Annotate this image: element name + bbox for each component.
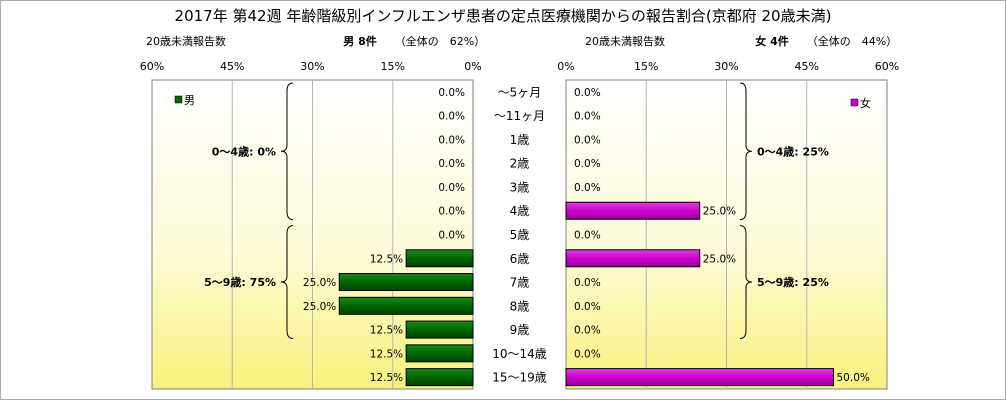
female-data-label: 0.0% bbox=[574, 87, 601, 99]
male-data-label: 0.0% bbox=[438, 87, 465, 99]
female-bar bbox=[565, 368, 834, 387]
male-data-label: 0.0% bbox=[438, 230, 465, 242]
male-bar bbox=[405, 368, 474, 387]
right-caption: 20歳未満報告数 bbox=[585, 35, 665, 48]
left-share: （全体の 62%） bbox=[395, 34, 485, 48]
axis-tick-label: 45% bbox=[220, 60, 244, 73]
axis-tick-label: 60% bbox=[140, 60, 164, 73]
male-data-label: 12.5% bbox=[370, 253, 403, 265]
male-data-label: 12.5% bbox=[370, 348, 403, 360]
legend-female-swatch bbox=[850, 98, 859, 107]
category-label: ～5ヶ月 bbox=[498, 85, 542, 99]
male-data-label: 0.0% bbox=[438, 134, 465, 146]
male-group-annotation: 0～4歳: 0% bbox=[212, 144, 276, 158]
right-share: （全体の 44%） bbox=[807, 34, 897, 48]
axis-tick-label: 15% bbox=[381, 60, 405, 73]
axis-tick-label: 0% bbox=[557, 60, 574, 73]
male-bar bbox=[405, 249, 474, 268]
axis-tick-layer: 60% 45% 30% 15% 0% 0% 15% 30% 45% 60% bbox=[140, 60, 899, 73]
chart-title: 2017年 第42週 年齢階級別インフルエンザ患者の定点医療機関からの報告割合(… bbox=[175, 7, 832, 25]
category-label: 8歳 bbox=[510, 299, 530, 313]
legend-male-label: 男 bbox=[184, 94, 195, 107]
bracket bbox=[739, 82, 753, 221]
category-label-layer: ～5ヶ月 ～11ヶ月 1歳 2歳 3歳 4歳 5歳 6歳 7歳 8歳 9歳 10～14歳 15～19歳 bbox=[492, 85, 547, 384]
female-data-label: 0.0% bbox=[574, 277, 601, 289]
annotation-layer: 0～4歳: 0% 5～9歳: 75% 0～4歳: 25% 5～9歳: 25% bbox=[204, 82, 829, 339]
category-label: 5歳 bbox=[510, 228, 530, 242]
male-group-annotation: 5～9歳: 75% bbox=[204, 275, 276, 289]
female-data-label: 0.0% bbox=[574, 134, 601, 146]
female-data-label: 0.0% bbox=[574, 325, 601, 337]
right-summary: 女 4件 bbox=[755, 34, 788, 48]
bracket bbox=[280, 225, 294, 339]
female-group-annotation: 0～4歳: 25% bbox=[757, 144, 829, 158]
category-label: 1歳 bbox=[510, 133, 530, 147]
category-label: 3歳 bbox=[510, 180, 530, 194]
female-data-label: 0.0% bbox=[574, 301, 601, 313]
male-data-label: 12.5% bbox=[370, 325, 403, 337]
male-data-label: 12.5% bbox=[370, 372, 403, 384]
female-data-label: 0.0% bbox=[574, 182, 601, 194]
axis-tick-label: 60% bbox=[875, 60, 899, 73]
category-label: 6歳 bbox=[510, 252, 530, 266]
category-label: 4歳 bbox=[510, 204, 530, 218]
male-data-label: 25.0% bbox=[303, 301, 336, 313]
legend-male-swatch bbox=[174, 95, 183, 104]
female-data-label: 0.0% bbox=[574, 348, 601, 360]
left-caption: 20歳未満報告数 bbox=[146, 35, 226, 48]
category-label: 15～19歳 bbox=[492, 371, 547, 385]
female-data-label: 0.0% bbox=[574, 111, 601, 123]
bar-layer bbox=[338, 201, 834, 387]
female-data-label: 25.0% bbox=[703, 206, 736, 218]
category-label: ～11ヶ月 bbox=[494, 109, 545, 123]
legend-female-label: 女 bbox=[860, 96, 871, 110]
category-label: 2歳 bbox=[510, 157, 530, 171]
axis-tick-label: 30% bbox=[714, 60, 738, 73]
male-data-label: 25.0% bbox=[303, 277, 336, 289]
axis-tick-label: 30% bbox=[300, 60, 324, 73]
axis-tick-label: 45% bbox=[795, 60, 819, 73]
category-label: 7歳 bbox=[510, 276, 530, 290]
female-group-annotation: 5～9歳: 25% bbox=[757, 275, 829, 289]
male-data-label: 0.0% bbox=[438, 158, 465, 170]
bracket bbox=[739, 225, 753, 339]
axis-tick-label: 15% bbox=[634, 60, 658, 73]
male-data-label: 0.0% bbox=[438, 206, 465, 218]
male-bar bbox=[405, 344, 474, 363]
female-data-label: 0.0% bbox=[574, 158, 601, 170]
male-data-label: 0.0% bbox=[438, 182, 465, 194]
category-label: 9歳 bbox=[510, 323, 530, 337]
male-data-label: 0.0% bbox=[438, 111, 465, 123]
female-data-label: 0.0% bbox=[574, 230, 601, 242]
female-bar bbox=[565, 249, 701, 268]
axis-tick-label: 0% bbox=[464, 60, 481, 73]
female-data-label: 50.0% bbox=[837, 372, 870, 384]
male-bar bbox=[338, 273, 474, 292]
data-label-layer: 0.0% 0.0% 0.0% 0.0% 0.0% 0.0% 0.0% 0.0% 0.0% 0.0%… bbox=[303, 87, 870, 384]
bracket bbox=[280, 82, 294, 221]
left-summary: 男 8件 bbox=[343, 34, 376, 48]
male-bar bbox=[338, 296, 474, 315]
category-label: 10～14歳 bbox=[492, 347, 547, 361]
grid-layer bbox=[231, 80, 808, 389]
female-bar bbox=[565, 201, 701, 220]
male-bar bbox=[405, 320, 474, 339]
female-data-label: 25.0% bbox=[703, 253, 736, 265]
